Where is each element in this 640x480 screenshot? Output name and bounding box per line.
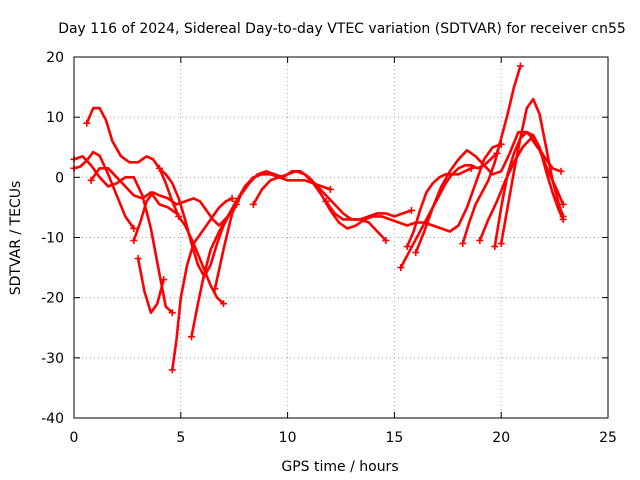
data-point-marker (168, 309, 176, 317)
gridlines (74, 57, 608, 418)
data-point-marker (412, 249, 420, 257)
series-arc-10 (213, 170, 413, 290)
series-arc-1 (72, 150, 136, 230)
series-arc-16 (461, 64, 522, 245)
data-point-marker (322, 197, 330, 205)
y-tick-label: -40 (41, 411, 64, 427)
data-point-marker (87, 176, 95, 184)
data-point-marker (407, 206, 415, 214)
x-tick-label: 15 (385, 430, 403, 446)
y-tick-label: -20 (41, 291, 64, 307)
data-point-marker (134, 255, 142, 263)
data-point-marker (497, 240, 505, 248)
data-point-marker (559, 212, 567, 220)
data-point-marker (220, 300, 228, 308)
data-point-marker (249, 200, 257, 208)
data-point-marker (168, 366, 176, 374)
series-arc-8 (171, 197, 234, 372)
data-point-marker (557, 167, 565, 175)
data-point-marker (459, 240, 467, 248)
chart-title: Day 116 of 2024, Sidereal Day-to-day VTE… (58, 21, 626, 37)
data-point-marker (467, 164, 475, 172)
series-arc-11 (252, 142, 503, 233)
x-tick-label: 0 (70, 430, 79, 446)
series-arc-13 (399, 152, 499, 269)
data-point-marker (187, 333, 195, 341)
data-point-marker (228, 194, 236, 202)
x-axis-label: GPS time / hours (281, 459, 398, 475)
y-tick-label: -10 (41, 231, 64, 247)
series-arc-19 (499, 97, 565, 245)
data-series (70, 62, 567, 374)
data-point-marker (130, 237, 138, 245)
x-tick-label: 5 (176, 430, 185, 446)
axis-ticks: 0 5 10 15 20 25 -40 -30 -20 -10 0 10 20 (41, 50, 617, 446)
data-point-marker (326, 185, 334, 193)
data-point-marker (211, 285, 219, 293)
y-tick-label: 20 (46, 50, 64, 66)
data-point-marker (397, 264, 405, 272)
data-point-marker (83, 119, 91, 127)
data-point-marker (516, 62, 524, 70)
x-tick-label: 20 (492, 430, 510, 446)
x-tick-label: 10 (279, 430, 297, 446)
y-tick-label: 0 (55, 170, 64, 186)
series-arc-4 (89, 167, 225, 305)
data-point-marker (559, 200, 567, 208)
series-arc-2 (85, 106, 180, 218)
series-arc-6 (136, 257, 165, 314)
series-arc-5 (132, 191, 238, 242)
data-point-marker (491, 243, 499, 251)
y-tick-label: 10 (46, 110, 64, 126)
data-point-marker (403, 243, 411, 251)
series-arc-14 (405, 167, 473, 248)
data-point-marker (382, 237, 390, 245)
series-arc-12 (324, 200, 388, 242)
x-tick-label: 25 (599, 430, 617, 446)
data-point-marker (476, 237, 484, 245)
series-arc-17 (493, 130, 565, 248)
data-point-marker (160, 276, 168, 284)
y-axis-label: SDTVAR / TECUs (8, 181, 24, 296)
series-arc-3 (72, 155, 174, 314)
y-tick-label: -30 (41, 351, 64, 367)
data-point-marker (155, 164, 163, 172)
data-point-marker (130, 224, 138, 232)
